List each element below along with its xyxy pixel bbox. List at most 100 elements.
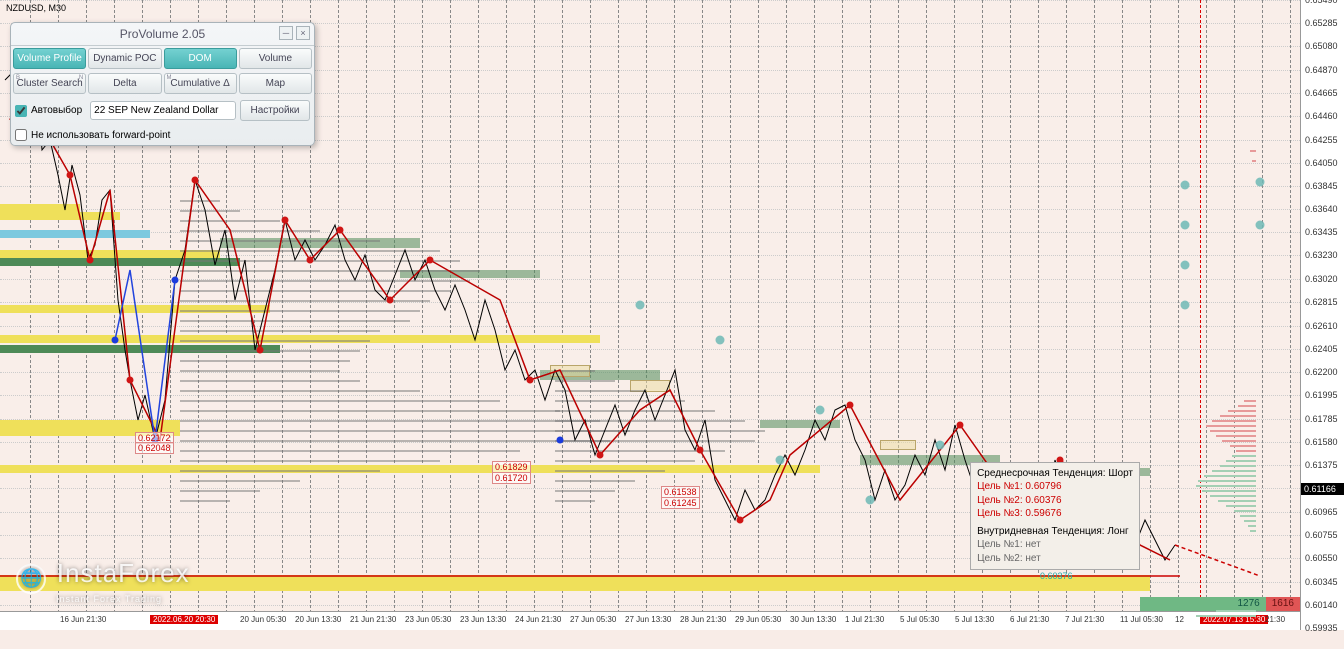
y-tick: 0.63020 [1305,274,1338,284]
volume-profile-bar [180,220,280,222]
order-block [880,440,916,450]
tool-dynamic-poc[interactable]: Dynamic POC [88,48,161,69]
market-profile-bar [1250,530,1256,532]
y-tick: 0.64050 [1305,158,1338,168]
contract-select[interactable]: 22 SEP New Zealand Dollar [90,101,236,120]
y-tick: 0.65080 [1305,41,1338,51]
volume-profile-bar [180,440,610,442]
support-zone [760,420,840,428]
market-profile-bar [1228,410,1256,412]
market-profile-bar [1202,490,1256,492]
poc-dot [776,456,785,465]
tool-cumulative-[interactable]: Cumulative ΔM [164,73,237,94]
pivot-high-dot [192,177,199,184]
price-label: 0.62048 [135,442,174,454]
pivot-high-dot [87,257,94,264]
tool-volume[interactable]: Volume [239,48,312,69]
market-profile-bar [1220,415,1256,417]
intra-trend-label: Внутридневная Тенденция: Лонг [977,525,1133,539]
poc-dot [1256,221,1265,230]
market-profile-bar [1238,405,1256,407]
brand-tagline: Instant Forex Trading [56,594,190,604]
market-profile-bar [1230,445,1256,447]
forward-point-checkbox[interactable] [15,129,27,141]
volume-profile-bar [555,440,755,442]
x-tick: 5 Jul 05:30 [900,615,939,624]
tool-volume-profile[interactable]: Volume Profile [13,48,86,69]
market-profile-bar [1210,495,1256,497]
market-profile-bar [1226,460,1256,462]
volume-profile-bar [180,270,480,272]
volume-profile-bar [555,380,615,382]
y-tick: 0.62200 [1305,367,1338,377]
market-profile-bar [1198,480,1256,482]
market-profile-bar [1220,465,1256,467]
minimize-icon[interactable]: ─ [279,26,293,40]
volume-profile-bar [180,200,220,202]
close-icon[interactable]: × [296,26,310,40]
market-profile-bar [1234,510,1256,512]
tool-map[interactable]: Map [239,73,312,94]
pivot-high-dot [597,452,604,459]
session-divider [1200,0,1201,628]
x-tick: 29 Jun 05:30 [735,615,781,624]
settings-button[interactable]: Настройки [240,100,310,121]
pivot-high-dot [307,257,314,264]
volume-profile-bar [555,480,635,482]
market-profile-bar [1222,440,1256,442]
y-tick: 0.60140 [1305,600,1338,610]
x-tick: 1 Jul 21:30 [845,615,884,624]
volume-profile-bar [555,370,595,372]
pivot-low-dot [112,337,119,344]
volume-profile-bar [555,420,745,422]
market-profile-bar [1216,435,1256,437]
y-tick: 0.61375 [1305,460,1338,470]
volume-profile-bar [180,390,420,392]
intra-target-2: Цель №2: нет [977,552,1133,566]
x-tick: 11 Jul 05:30 [1120,615,1163,624]
x-tick: 27 Jun 13:30 [625,615,671,624]
volume-profile-bar [180,500,230,502]
pivot-high-dot [697,447,704,454]
market-profile-bar [1248,525,1256,527]
pivot-high-dot [387,297,394,304]
pivot-high-dot [337,227,344,234]
market-profile-bar [1216,610,1256,612]
volume-profile-bar [555,390,645,392]
y-tick: 0.63845 [1305,181,1338,191]
x-tick: 20 Jun 05:30 [240,615,286,624]
poc-dot [636,301,645,310]
tool-dom[interactable]: DOM [164,48,237,69]
watermark: InstaForex Instant Forex Trading [16,558,190,604]
market-profile-bar [1212,470,1256,472]
volume-profile-bar [180,260,460,262]
volume-profile-bar [180,310,420,312]
volume-profile-bar [555,460,695,462]
provolume-panel[interactable]: ProVolume 2.05 ─ × Volume ProfileDynamic… [10,22,315,146]
target-2: Цель №2: 0.60376 [977,494,1133,508]
x-tick: 23 Jun 05:30 [405,615,451,624]
y-tick: 0.61580 [1305,437,1338,447]
tool-cluster-search[interactable]: Cluster SearchBN [13,73,86,94]
y-tick: 0.61995 [1305,390,1338,400]
volume-profile-bar [180,210,240,212]
y-axis: 0.654900.652850.650800.648700.646650.644… [1300,0,1344,630]
pivot-low-dot [172,277,179,284]
market-profile-bar [1226,505,1256,507]
volume-profile-bar [180,290,450,292]
volume-profile-bar [180,240,380,242]
market-profile-bar [1244,400,1256,402]
tool-delta[interactable]: Delta [88,73,161,94]
x-tick: 30 Jun 13:30 [790,615,836,624]
market-profile-bar [1240,515,1256,517]
volume-profile-bar [180,480,300,482]
y-tick: 0.64870 [1305,65,1338,75]
y-tick: 0.64460 [1305,111,1338,121]
volume-profile-bar [180,450,520,452]
x-tick: 16 Jun 21:30 [60,615,106,624]
volume-profile-bar [180,250,440,252]
poc-dot [816,406,825,415]
x-tick: 7 Jul 21:30 [1065,615,1104,624]
y-current-price: 0.61166 [1301,483,1344,495]
autoselect-checkbox[interactable] [15,105,27,117]
